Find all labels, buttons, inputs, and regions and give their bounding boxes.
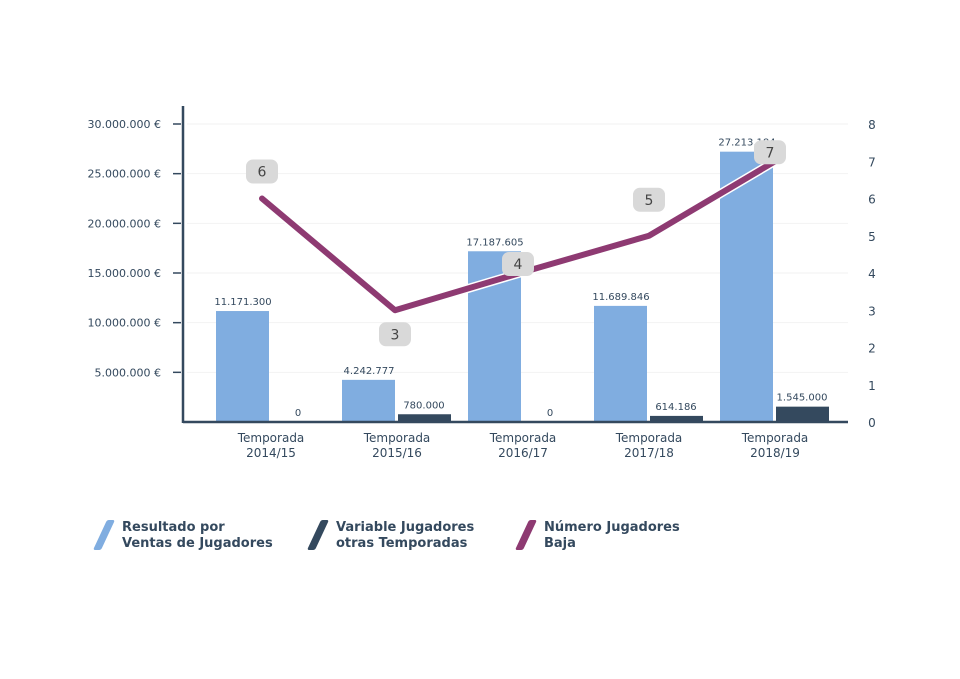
line-value-badge <box>502 252 534 276</box>
y-left-tick-label: 10.000.000 € <box>88 317 161 330</box>
y-left-tick-label: 15.000.000 € <box>88 267 161 280</box>
bar-variable-label: 614.186 <box>655 402 696 413</box>
y-left-tick-label: 30.000.000 € <box>88 118 161 131</box>
line-value-badge <box>379 322 411 347</box>
bar-variable <box>776 406 829 422</box>
y-right-tick-label: 1 <box>868 379 876 393</box>
line-value-badge <box>633 187 665 212</box>
bar-variable-label: 0 <box>295 408 301 419</box>
legend-label-variable: Variable Jugadores otras Temporadas <box>336 520 475 551</box>
bar-variable <box>650 415 703 422</box>
y-right-tick-label: 0 <box>868 416 876 430</box>
legend-item-numero: Número Jugadores Baja <box>515 520 680 552</box>
bar-variable-label: 0 <box>547 408 553 419</box>
bar-ventas-label: 11.171.300 <box>214 297 271 308</box>
x-category-label: Temporada 2016/17 <box>489 431 557 460</box>
x-category-label: Temporada 2018/19 <box>741 431 809 460</box>
bar-variable <box>398 414 451 422</box>
y-left-tick-label: 20.000.000 € <box>88 217 161 230</box>
x-category-label: Temporada 2014/15 <box>237 431 305 460</box>
line-value-label: 6 <box>258 165 267 181</box>
bar-variable-label: 1.545.000 <box>777 393 828 404</box>
y-right-tick-label: 5 <box>868 230 876 244</box>
bar-variable-label: 780.000 <box>403 400 444 411</box>
line-value-label: 5 <box>645 193 654 209</box>
line-value-label: 4 <box>514 257 523 273</box>
y-right-tick-label: 3 <box>868 304 876 318</box>
bar-ventas <box>342 379 395 422</box>
legend-label-ventas: Resultado por Ventas de Jugadores <box>122 520 273 551</box>
line-value-label: 3 <box>391 327 400 343</box>
x-category-label: Temporada 2017/18 <box>615 431 683 460</box>
bar-ventas-label: 4.242.777 <box>344 366 395 377</box>
line-value-badge <box>246 159 278 184</box>
y-right-tick-label: 6 <box>868 193 876 207</box>
bar-ventas <box>216 311 269 422</box>
legend-item-ventas: Resultado por Ventas de Jugadores <box>93 520 273 552</box>
bar-ventas <box>720 151 773 422</box>
y-right-tick-label: 4 <box>868 267 876 281</box>
bar-ventas <box>594 305 647 422</box>
line-value-label: 7 <box>766 145 775 161</box>
legend-label-numero: Número Jugadores Baja <box>544 520 680 551</box>
y-left-tick-label: 5.000.000 € <box>95 366 161 379</box>
bar-ventas-label: 17.187.605 <box>466 237 523 248</box>
y-left-tick-label: 25.000.000 € <box>88 168 161 181</box>
y-right-tick-label: 2 <box>868 342 876 356</box>
bar-ventas-label: 27.213.184 <box>718 138 775 149</box>
legend-item-variable: Variable Jugadores otras Temporadas <box>307 520 475 552</box>
y-right-tick-label: 7 <box>868 155 876 169</box>
x-category-label: Temporada 2015/16 <box>363 431 431 460</box>
y-right-tick-label: 8 <box>868 118 876 132</box>
line-value-badge <box>754 140 786 165</box>
bar-ventas-label: 11.689.846 <box>592 292 649 303</box>
